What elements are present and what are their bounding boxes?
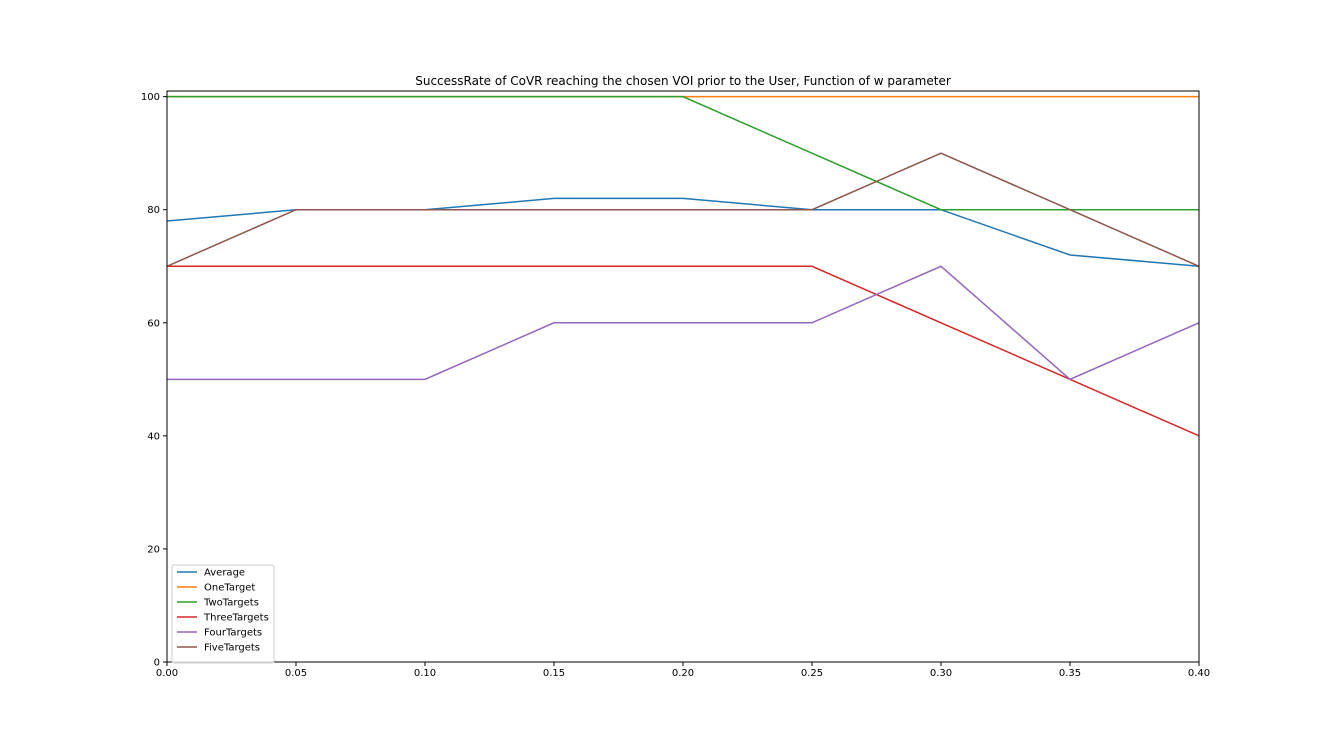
legend-label-average: Average bbox=[204, 568, 245, 579]
x-tick-label: 0.25 bbox=[801, 668, 823, 679]
series-group bbox=[166, 95, 1200, 437]
x-tick-label: 0.30 bbox=[930, 668, 952, 679]
series-line-fivetargets bbox=[166, 152, 1200, 267]
series-line-twotargets bbox=[167, 95, 1199, 211]
legend-box bbox=[171, 564, 275, 664]
legend: Average OneTarget TwoTargets ThreeTargets Fo… bbox=[171, 564, 275, 664]
y-tick-label: 20 bbox=[147, 544, 160, 555]
series-line-average bbox=[166, 197, 1200, 268]
x-tick-label: 0.00 bbox=[156, 668, 178, 679]
legend-label-fourtargets: FourTargets bbox=[204, 628, 262, 639]
x-tick-label: 0.10 bbox=[414, 668, 436, 679]
y-axis: 0 20 40 60 80 100 bbox=[141, 92, 167, 669]
y-tick-label: 100 bbox=[141, 92, 160, 103]
x-tick-label: 0.35 bbox=[1059, 668, 1081, 679]
legend-label-fivetargets: FiveTargets bbox=[204, 643, 260, 654]
y-tick-label: 40 bbox=[147, 431, 160, 442]
x-axis: 0.00 0.05 0.10 0.15 0.20 0.25 0.30 0.35 0.40 bbox=[156, 662, 1210, 679]
y-tick-label: 80 bbox=[147, 205, 160, 216]
series-line-fourtargets bbox=[167, 265, 1200, 381]
y-tick-label: 60 bbox=[147, 318, 160, 329]
legend-label-onetarget: OneTarget bbox=[204, 583, 255, 594]
x-tick-label: 0.40 bbox=[1188, 668, 1210, 679]
x-tick-label: 0.05 bbox=[285, 668, 307, 679]
series-line-threetargets bbox=[167, 265, 1200, 437]
x-tick-label: 0.20 bbox=[672, 668, 694, 679]
legend-label-twotargets: TwoTargets bbox=[203, 598, 259, 609]
x-tick-label: 0.15 bbox=[543, 668, 565, 679]
chart-title: SuccessRate of CoVR reaching the chosen … bbox=[415, 74, 951, 88]
plot-area-frame bbox=[166, 90, 1200, 663]
legend-label-threetargets: ThreeTargets bbox=[203, 613, 269, 624]
y-tick-label: 0 bbox=[154, 658, 160, 669]
